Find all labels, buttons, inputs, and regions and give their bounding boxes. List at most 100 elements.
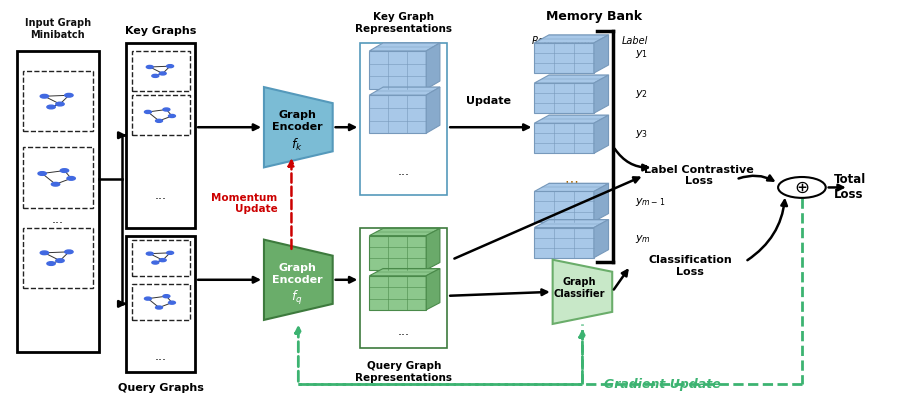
Polygon shape [264,240,333,320]
Bar [370,236,426,270]
Circle shape [163,295,170,298]
Bar [126,43,195,228]
Text: ...: ... [397,326,409,339]
Text: ...: ... [155,189,167,202]
Bar [132,51,190,91]
Text: Graph
Classifier: Graph Classifier [554,277,605,299]
Circle shape [147,252,153,255]
Polygon shape [535,219,609,228]
Bar [370,276,426,310]
Text: Memory Bank: Memory Bank [546,10,642,23]
Polygon shape [370,43,440,51]
Bar [535,228,594,258]
Circle shape [152,74,159,77]
Circle shape [167,251,173,254]
Circle shape [160,258,166,262]
Polygon shape [594,219,609,258]
Circle shape [38,172,46,175]
Bar [535,191,594,221]
Text: Representation: Representation [532,36,607,46]
Text: $y_m$: $y_m$ [635,233,651,245]
Bar [370,51,426,89]
Text: Update: Update [466,96,511,106]
Bar [361,43,447,195]
Text: $y_1$: $y_1$ [635,48,648,60]
Circle shape [156,119,162,123]
Polygon shape [426,269,440,310]
Bar [23,228,92,288]
Polygon shape [594,115,609,153]
Polygon shape [594,75,609,113]
Circle shape [169,114,175,118]
Circle shape [778,177,826,198]
Circle shape [60,169,68,173]
Circle shape [145,110,151,114]
Text: $y_2$: $y_2$ [635,88,648,100]
Circle shape [56,259,65,263]
Circle shape [145,297,151,300]
Bar [23,147,92,208]
Polygon shape [370,269,440,276]
Polygon shape [264,87,333,167]
Text: $y_3$: $y_3$ [635,128,648,140]
Polygon shape [535,75,609,83]
Circle shape [65,250,73,254]
Text: ...: ... [52,213,64,226]
Bar [361,228,447,348]
Text: ...: ... [155,350,167,363]
Polygon shape [552,260,612,324]
Polygon shape [535,115,609,123]
Circle shape [169,301,175,304]
Text: Graph
Encoder: Graph Encoder [272,110,323,132]
Polygon shape [426,87,440,133]
Bar [132,95,190,135]
Text: Graph
Encoder: Graph Encoder [272,263,323,284]
Text: Total
Loss: Total Loss [834,173,867,201]
Circle shape [152,261,159,264]
Text: $f_k$: $f_k$ [291,137,302,153]
Text: Label: Label [622,36,648,46]
Bar [535,43,594,73]
Circle shape [156,306,162,309]
Text: $f_q$: $f_q$ [291,289,302,307]
Polygon shape [370,87,440,95]
Polygon shape [426,228,440,270]
Circle shape [47,262,55,265]
Text: Label Contrastive
Loss: Label Contrastive Loss [644,164,754,186]
Polygon shape [594,184,609,221]
Text: Input Graph
Minibatch: Input Graph Minibatch [25,18,91,39]
Text: $\oplus$: $\oplus$ [794,178,810,197]
Circle shape [147,66,153,68]
Text: $y_{m-1}$: $y_{m-1}$ [635,197,666,208]
Circle shape [47,105,55,109]
Polygon shape [594,35,609,73]
Polygon shape [426,43,440,89]
Circle shape [41,94,49,98]
Bar [132,284,190,320]
Text: Classification
Loss: Classification Loss [648,255,732,276]
Text: Query Graph
Representations: Query Graph Representations [355,361,452,383]
Text: ⋯: ⋯ [564,175,578,188]
Text: ...: ... [397,165,409,178]
Circle shape [163,108,170,111]
Bar [126,236,195,372]
Circle shape [41,251,49,255]
Bar [23,71,92,131]
Polygon shape [535,184,609,191]
Circle shape [160,72,166,75]
Bar [132,240,190,276]
Circle shape [52,182,60,186]
Text: Query Graphs: Query Graphs [118,383,204,393]
Circle shape [56,102,65,106]
Polygon shape [370,228,440,236]
Text: Gradient Update: Gradient Update [604,378,721,391]
Polygon shape [535,35,609,43]
Circle shape [65,94,73,97]
Text: Momentum
Update: Momentum Update [211,193,278,214]
Text: Key Graph
Representations: Key Graph Representations [355,12,452,34]
Circle shape [67,177,76,180]
Circle shape [167,65,173,68]
Bar [370,95,426,133]
Bar [17,51,99,352]
Bar [535,83,594,113]
